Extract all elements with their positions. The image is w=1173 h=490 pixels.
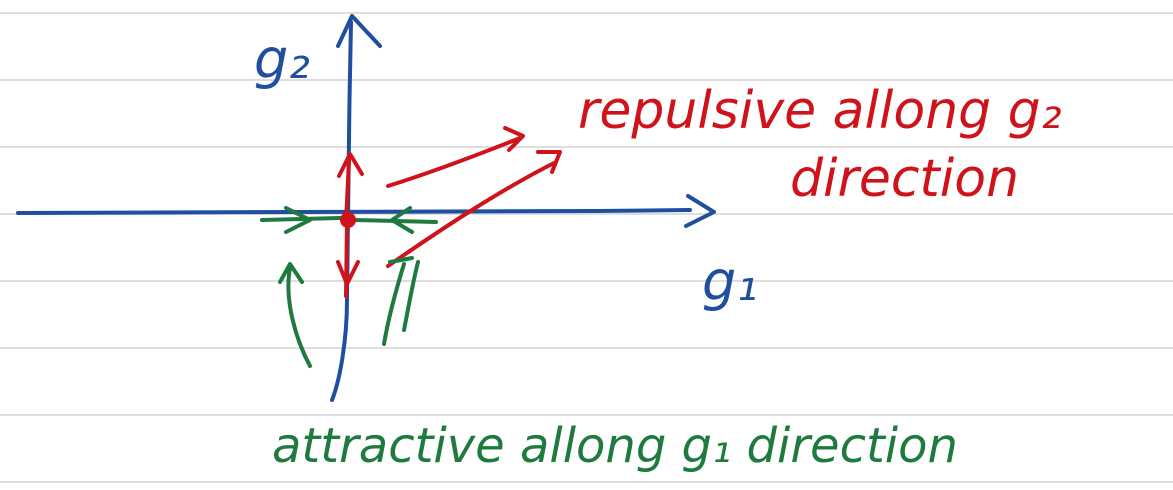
pointer-green-right-2 <box>402 260 420 332</box>
g1-axis-arrowhead <box>684 194 716 228</box>
pointer-green-right-head <box>388 256 414 264</box>
axes <box>16 14 716 402</box>
attractive-right-arrow-head <box>390 206 414 234</box>
g2-axis-label: g₂ <box>254 28 310 91</box>
pointer-arrow-lower <box>386 160 558 268</box>
attractive-arrows <box>260 206 438 368</box>
g1-axis-line <box>16 208 692 215</box>
repulsive-up-arrow-shaft <box>344 158 351 224</box>
repulsive-down-arrow-head <box>336 260 360 286</box>
g2-axis-arrowhead <box>336 14 382 48</box>
g1-axis-label: g₁ <box>702 250 758 313</box>
repulsive-label-line1: repulsive allong g₂ <box>578 81 1062 141</box>
pointer-green-right-1 <box>382 262 406 346</box>
fixed-point-dot <box>340 212 356 228</box>
attractive-label: attractive allong g₁ direction <box>272 418 958 474</box>
pointer-arrow-upper <box>386 136 522 188</box>
pointer-green-left-head <box>278 262 304 284</box>
repulsive-arrows <box>336 126 562 298</box>
pointer-arrow-upper-head <box>503 126 525 152</box>
pointer-arrow-lower-head <box>536 150 562 174</box>
attractive-left-arrow-shaft <box>260 216 342 222</box>
attractive-left-arrow-head <box>284 206 312 234</box>
pointer-green-left <box>286 266 312 368</box>
repulsive-up-arrow-head <box>337 152 364 178</box>
repulsive-label-line2: direction <box>790 149 1019 209</box>
